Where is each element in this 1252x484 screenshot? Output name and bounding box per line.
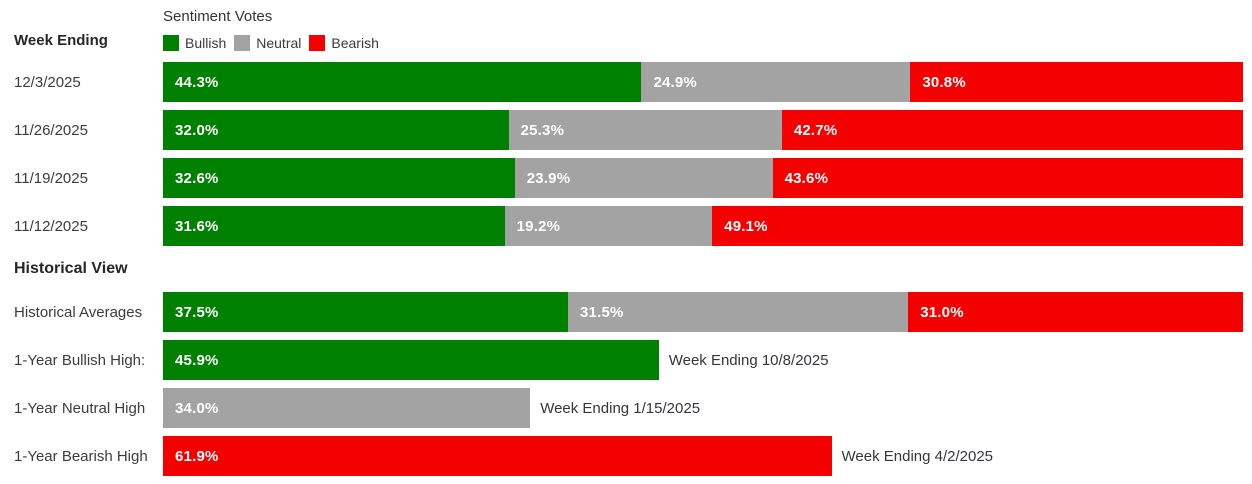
stacked-sentiment-bar: 32.6% 23.9% 43.6% <box>163 158 1243 198</box>
week-ending-column-header: Week Ending <box>14 32 108 49</box>
neutral-bar-segment: 25.3% <box>508 110 782 150</box>
bearish-bar-segment: 30.8% <box>910 62 1243 102</box>
weekly-row: 11/26/2025 32.0% 25.3% 42.7% <box>14 110 1243 150</box>
bar-annotation: Week Ending 4/2/2025 <box>841 447 994 465</box>
bullish-bar-segment: 32.6% <box>163 158 515 198</box>
stacked-sentiment-bar: 31.6% 19.2% 49.1% <box>163 206 1243 246</box>
weekly-rows-group: 12/3/2025 44.3% 24.9% 30.8% 11/26/2025 32.0% 2… <box>14 62 1243 246</box>
segment-value-label: 32.6% <box>175 169 219 187</box>
segment-value-label: 31.6% <box>175 217 219 235</box>
segment-value-label: 23.9% <box>526 169 571 187</box>
week-label: 12/3/2025 <box>14 73 81 91</box>
neutral-high-bar: 34.0% Week Ending 1/15/2025 <box>163 388 1243 428</box>
neutral-bar-segment: 34.0% <box>163 388 531 428</box>
bearish-legend-swatch-icon <box>309 35 326 51</box>
historical-row: 1-Year Neutral High 34.0% Week Ending 1/15… <box>14 388 1243 428</box>
segment-value-label: 30.8% <box>922 73 966 91</box>
segment-value-label: 44.3% <box>175 73 219 91</box>
legend-label: Neutral <box>256 35 302 51</box>
chart-title-area: Sentiment Votes Bullish Neutral Bearish <box>163 0 1243 51</box>
historical-row: Historical Averages 37.5% 31.5% 31.0% <box>14 292 1243 332</box>
segment-value-label: 45.9% <box>175 351 219 369</box>
stacked-sentiment-bar: 37.5% 31.5% 31.0% <box>163 292 1243 332</box>
legend-label: Bullish <box>185 35 227 51</box>
weekly-row: 12/3/2025 44.3% 24.9% 30.8% <box>14 62 1243 102</box>
bullish-bar-segment: 44.3% <box>163 62 642 102</box>
bullish-bar-segment: 45.9% <box>163 340 659 380</box>
chart-header: Week Ending Sentiment Votes Bullish Neutr… <box>14 0 1243 51</box>
neutral-legend-swatch-icon <box>234 35 251 51</box>
bullish-legend-swatch-icon <box>163 35 179 51</box>
bearish-bar-segment: 49.1% <box>712 206 1243 246</box>
segment-value-label: 31.0% <box>920 303 964 321</box>
bullish-high-bar: 45.9% Week Ending 10/8/2025 <box>163 340 1243 380</box>
bearish-high-bar: 61.9% Week Ending 4/2/2025 <box>163 436 1243 476</box>
bullish-bar-segment: 37.5% <box>163 292 568 332</box>
historical-view-heading: Historical View <box>14 260 128 277</box>
bar-annotation: Week Ending 1/15/2025 <box>540 399 701 417</box>
historical-row: 1-Year Bullish High: 45.9% Week Ending 10/… <box>14 340 1243 380</box>
neutral-bar-segment: 19.2% <box>504 206 713 246</box>
neutral-bar-segment: 23.9% <box>514 158 773 198</box>
legend-label: Bearish <box>331 35 379 51</box>
legend-item-bearish: Bearish <box>309 35 379 51</box>
segment-value-label: 19.2% <box>516 217 561 235</box>
bearish-bar-segment: 31.0% <box>908 292 1243 332</box>
segment-value-label: 25.3% <box>520 121 565 139</box>
legend: Bullish Neutral Bearish <box>163 35 1243 51</box>
bearish-bar-segment: 43.6% <box>772 158 1243 198</box>
segment-value-label: 61.9% <box>175 447 219 465</box>
bullish-bar-segment: 31.6% <box>163 206 505 246</box>
chart-title: Sentiment Votes <box>163 8 273 25</box>
week-label: 11/12/2025 <box>14 217 88 235</box>
bearish-bar-segment: 42.7% <box>781 110 1243 150</box>
segment-value-label: 24.9% <box>653 73 697 91</box>
segment-value-label: 34.0% <box>175 399 219 417</box>
segment-value-label: 42.7% <box>793 121 838 139</box>
historical-rows-group: Historical Averages 37.5% 31.5% 31.0% 1-Year… <box>14 292 1243 476</box>
segment-value-label: 37.5% <box>175 303 219 321</box>
weekly-row: 11/12/2025 31.6% 19.2% 49.1% <box>14 206 1243 246</box>
week-label: 11/26/2025 <box>14 121 88 139</box>
historical-label: Historical Averages <box>14 303 143 321</box>
segment-value-label: 43.6% <box>784 169 829 187</box>
weekly-row: 11/19/2025 32.6% 23.9% 43.6% <box>14 158 1243 198</box>
week-label: 11/19/2025 <box>14 169 88 187</box>
legend-item-neutral: Neutral <box>234 35 301 51</box>
bullish-bar-segment: 32.0% <box>163 110 509 150</box>
stacked-sentiment-bar: 44.3% 24.9% 30.8% <box>163 62 1243 102</box>
segment-value-label: 31.5% <box>580 303 624 321</box>
stacked-sentiment-bar: 32.0% 25.3% 42.7% <box>163 110 1243 150</box>
bearish-bar-segment: 61.9% <box>163 436 832 476</box>
historical-label: 1-Year Bullish High: <box>14 351 146 369</box>
historical-row: 1-Year Bearish High 61.9% Week Ending 4/2/… <box>14 436 1243 476</box>
segment-value-label: 49.1% <box>724 217 768 235</box>
historical-label: 1-Year Bearish High <box>14 447 148 465</box>
neutral-bar-segment: 31.5% <box>568 292 909 332</box>
bar-annotation: Week Ending 10/8/2025 <box>668 351 829 369</box>
segment-value-label: 32.0% <box>175 121 219 139</box>
neutral-bar-segment: 24.9% <box>641 62 911 102</box>
legend-item-bullish: Bullish <box>163 35 226 51</box>
historical-label: 1-Year Neutral High <box>14 399 146 417</box>
